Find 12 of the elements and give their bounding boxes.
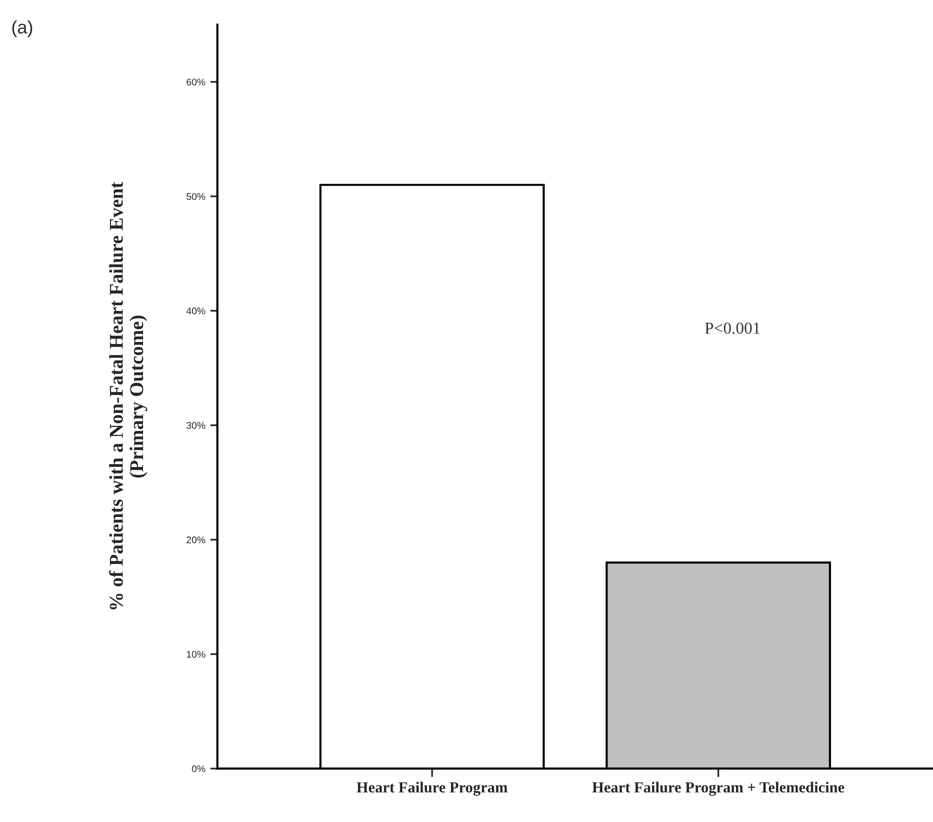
- y-tick-label: 40%: [186, 308, 206, 314]
- y-tick-label: 0%: [192, 765, 206, 772]
- x-tick-label: Heart Failure Program: [356, 782, 508, 796]
- y-tick-label: 50%: [186, 193, 206, 200]
- y-tick-label: 30%: [186, 422, 206, 429]
- y-tick-label: 60%: [186, 78, 206, 86]
- annotation: P<0.001: [705, 322, 760, 334]
- text: (a): [12, 20, 32, 38]
- y-tick-label: 10%: [186, 650, 206, 658]
- x-tick-label: Heart Failure Program + Telemedicine: [592, 782, 844, 796]
- y-axis-title: % of Patients with a Non-Fatal Heart Failure Event (Primary Outcome): [109, 182, 148, 610]
- y-tick-label: 20%: [186, 536, 206, 544]
